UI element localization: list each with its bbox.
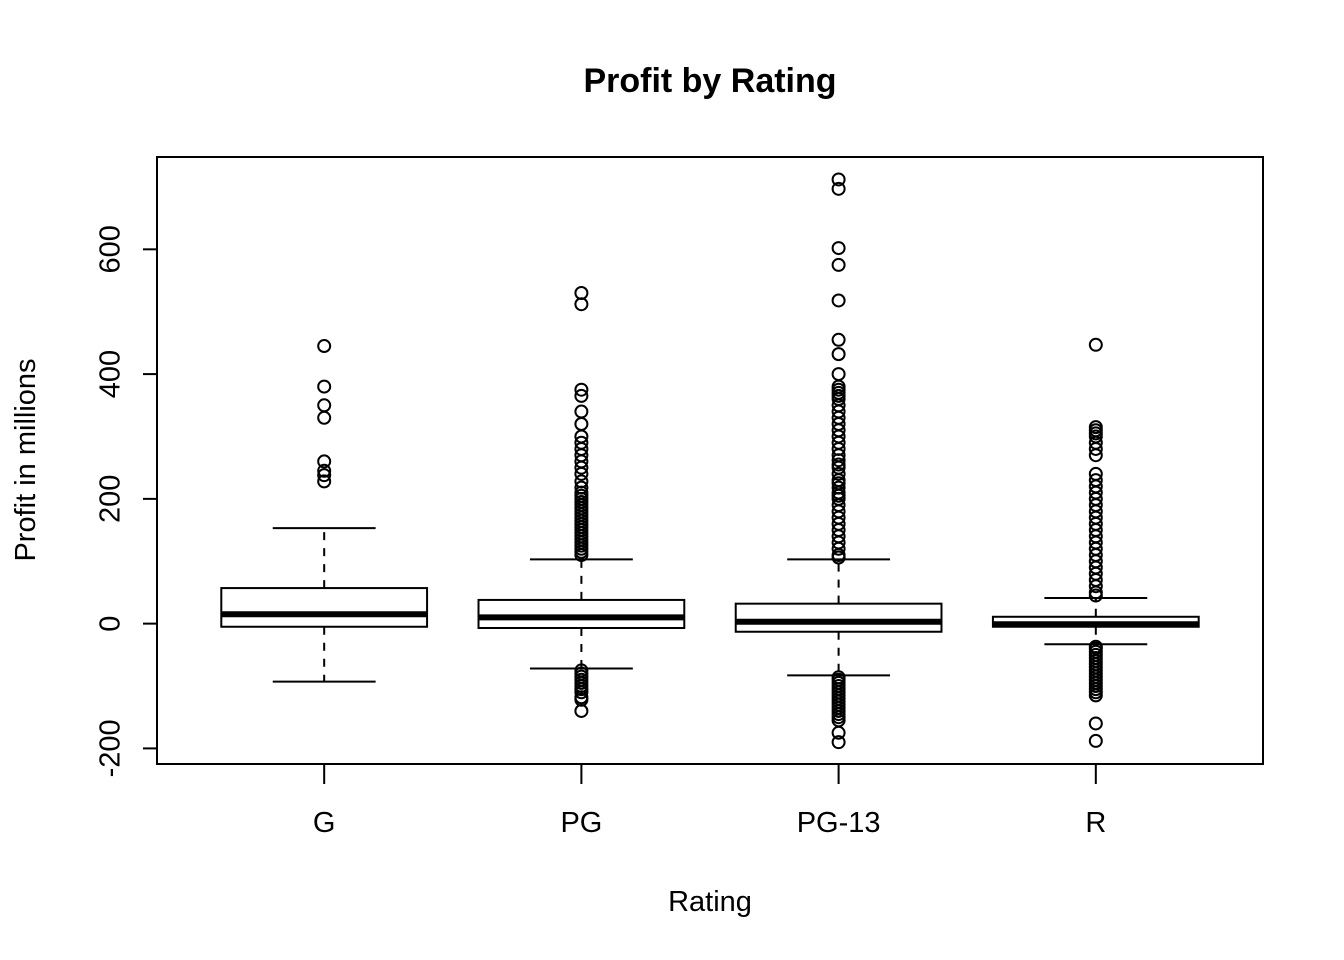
outlier-point <box>574 297 589 312</box>
outlier-point <box>831 181 846 196</box>
outlier-point <box>831 367 846 382</box>
x-axis-label: Rating <box>668 886 752 918</box>
outlier-point <box>574 404 589 419</box>
outlier-point <box>831 550 846 565</box>
box-group <box>734 172 943 750</box>
outlier-point <box>831 541 846 556</box>
outlier-point <box>831 453 846 468</box>
outlier-point <box>574 548 589 563</box>
outlier-point <box>831 466 846 481</box>
y-tick-label: 400 <box>95 350 127 398</box>
box-group <box>991 337 1200 748</box>
outlier-point <box>1088 579 1103 594</box>
outlier-point <box>831 725 846 740</box>
outlier-point <box>317 463 332 478</box>
x-tick-label: G <box>313 807 336 839</box>
y-tick-label: 600 <box>95 225 127 273</box>
outlier-point <box>831 172 846 187</box>
outlier-point <box>574 460 589 475</box>
y-tick-label: 200 <box>95 475 127 523</box>
outlier-point <box>1088 588 1103 603</box>
outlier-point <box>317 410 332 425</box>
outlier-point <box>574 285 589 300</box>
outlier-point <box>1088 716 1103 731</box>
outlier-point <box>317 379 332 394</box>
outlier-point <box>317 468 332 483</box>
y-tick-label: 0 <box>95 616 127 632</box>
box-group <box>220 339 429 683</box>
outlier-point <box>574 388 589 403</box>
outlier-point <box>1088 441 1103 456</box>
outlier-point <box>1088 733 1103 748</box>
outlier-point <box>574 703 589 718</box>
outlier-point <box>574 685 589 700</box>
outlier-point <box>831 332 846 347</box>
outlier-point <box>831 347 846 362</box>
outlier-point <box>831 257 846 272</box>
x-tick-label: R <box>1085 807 1106 839</box>
iqr-box <box>477 598 686 630</box>
iqr-box <box>734 602 943 633</box>
x-axis: G PG PG-13 R <box>313 764 1106 839</box>
outlier-point <box>574 417 589 432</box>
outlier-point <box>574 382 589 397</box>
outlier-point <box>1088 688 1103 703</box>
boxes <box>220 172 1200 750</box>
outlier-point <box>317 398 332 413</box>
outlier-point <box>831 735 846 750</box>
y-tick-label: -200 <box>95 719 127 777</box>
x-tick-label: PG <box>560 807 602 839</box>
outlier-point <box>1088 448 1103 463</box>
outlier-point <box>1088 337 1103 352</box>
outlier-point <box>831 293 846 308</box>
box-group <box>477 285 686 718</box>
x-tick-label: PG-13 <box>797 807 881 839</box>
y-axis: -200 0 200 400 600 <box>95 225 157 777</box>
outlier-point <box>317 454 332 469</box>
iqr-box <box>220 587 429 628</box>
outlier-point <box>317 474 332 489</box>
plot-frame <box>156 156 1264 765</box>
outlier-point <box>574 466 589 481</box>
chart-title: Profit by Rating <box>583 62 836 100</box>
outlier-point <box>317 339 332 354</box>
outlier-point <box>831 241 846 256</box>
y-axis-label: Profit in millions <box>10 358 42 561</box>
